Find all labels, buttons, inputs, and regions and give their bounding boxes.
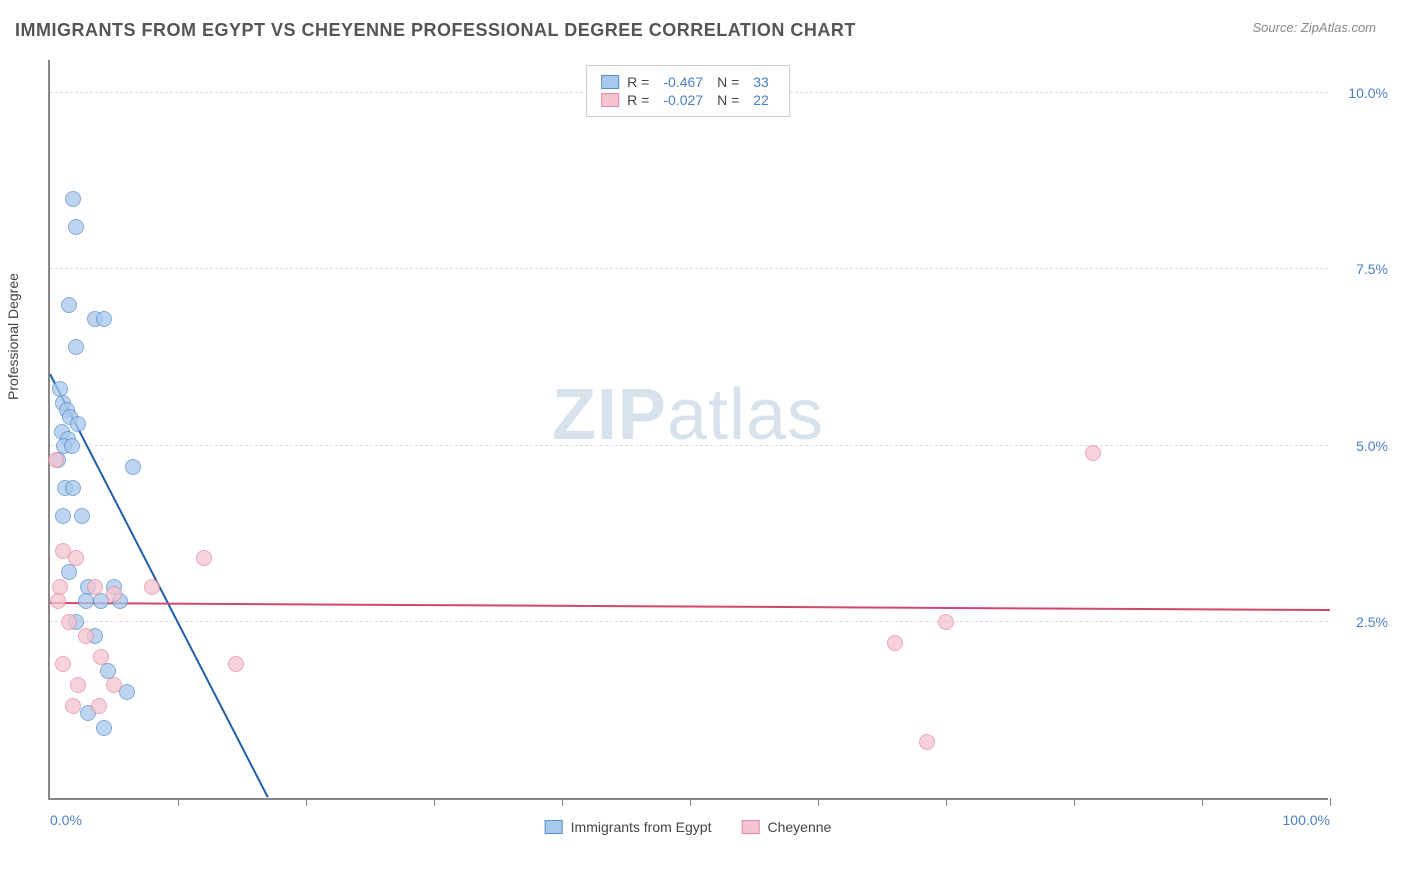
source-label: Source: ZipAtlas.com bbox=[1252, 20, 1376, 35]
legend-n-value: 22 bbox=[753, 92, 769, 108]
series-legend: Immigrants from Egypt Cheyenne bbox=[545, 819, 832, 835]
data-point bbox=[196, 550, 212, 566]
data-point bbox=[70, 677, 86, 693]
data-point bbox=[96, 720, 112, 736]
data-point bbox=[74, 508, 90, 524]
x-tick bbox=[946, 798, 947, 806]
legend-r-value: -0.467 bbox=[663, 74, 703, 90]
data-point bbox=[55, 508, 71, 524]
legend-swatch bbox=[742, 820, 760, 834]
data-point bbox=[50, 593, 66, 609]
legend-n-label: N = bbox=[717, 74, 739, 90]
legend-n-value: 33 bbox=[753, 74, 769, 90]
correlation-legend: R = -0.467 N = 33 R = -0.027 N = 22 bbox=[586, 65, 790, 117]
data-point bbox=[938, 614, 954, 630]
data-point bbox=[96, 311, 112, 327]
x-tick bbox=[818, 798, 819, 806]
x-tick bbox=[178, 798, 179, 806]
legend-swatch bbox=[601, 75, 619, 89]
data-point bbox=[1085, 445, 1101, 461]
chart-container: ZIPatlas 2.5%5.0%7.5%10.0%0.0%100.0% Pro… bbox=[48, 60, 1328, 800]
x-max-label: 100.0% bbox=[1283, 812, 1330, 828]
data-point bbox=[144, 579, 160, 595]
data-point bbox=[61, 614, 77, 630]
x-tick bbox=[306, 798, 307, 806]
data-point bbox=[106, 586, 122, 602]
data-point bbox=[87, 579, 103, 595]
gridline bbox=[50, 268, 1328, 269]
data-point bbox=[919, 734, 935, 750]
trend-line bbox=[50, 602, 1330, 611]
x-tick bbox=[1330, 798, 1331, 806]
x-tick bbox=[434, 798, 435, 806]
legend-row: R = -0.467 N = 33 bbox=[601, 74, 775, 90]
data-point bbox=[125, 459, 141, 475]
y-tick-label: 2.5% bbox=[1356, 614, 1388, 630]
legend-swatch bbox=[545, 820, 563, 834]
chart-title: IMMIGRANTS FROM EGYPT VS CHEYENNE PROFES… bbox=[15, 20, 856, 41]
data-point bbox=[68, 339, 84, 355]
data-point bbox=[68, 550, 84, 566]
y-tick-label: 7.5% bbox=[1356, 261, 1388, 277]
x-tick bbox=[690, 798, 691, 806]
legend-row: R = -0.027 N = 22 bbox=[601, 92, 775, 108]
legend-r-label: R = bbox=[627, 74, 649, 90]
data-point bbox=[228, 656, 244, 672]
gridline bbox=[50, 621, 1328, 622]
data-point bbox=[106, 677, 122, 693]
legend-r-value: -0.027 bbox=[663, 92, 703, 108]
series-legend-item: Cheyenne bbox=[742, 819, 832, 835]
data-point bbox=[61, 297, 77, 313]
y-axis-label: Professional Degree bbox=[5, 273, 21, 400]
y-tick-label: 10.0% bbox=[1348, 85, 1388, 101]
legend-n-label: N = bbox=[717, 92, 739, 108]
data-point bbox=[93, 649, 109, 665]
x-tick bbox=[1074, 798, 1075, 806]
x-min-label: 0.0% bbox=[50, 812, 82, 828]
data-point bbox=[65, 480, 81, 496]
legend-swatch bbox=[601, 93, 619, 107]
data-point bbox=[61, 564, 77, 580]
x-tick bbox=[562, 798, 563, 806]
series-name: Immigrants from Egypt bbox=[571, 819, 712, 835]
data-point bbox=[887, 635, 903, 651]
data-point bbox=[65, 191, 81, 207]
data-point bbox=[78, 628, 94, 644]
legend-r-label: R = bbox=[627, 92, 649, 108]
data-point bbox=[64, 438, 80, 454]
data-point bbox=[55, 656, 71, 672]
plot-area: 2.5%5.0%7.5%10.0%0.0%100.0% bbox=[48, 60, 1328, 800]
data-point bbox=[65, 698, 81, 714]
data-point bbox=[78, 593, 94, 609]
gridline bbox=[50, 445, 1328, 446]
data-point bbox=[70, 416, 86, 432]
x-tick bbox=[1202, 798, 1203, 806]
data-point bbox=[91, 698, 107, 714]
y-tick-label: 5.0% bbox=[1356, 438, 1388, 454]
series-name: Cheyenne bbox=[768, 819, 832, 835]
data-point bbox=[48, 452, 64, 468]
data-point bbox=[68, 219, 84, 235]
series-legend-item: Immigrants from Egypt bbox=[545, 819, 712, 835]
